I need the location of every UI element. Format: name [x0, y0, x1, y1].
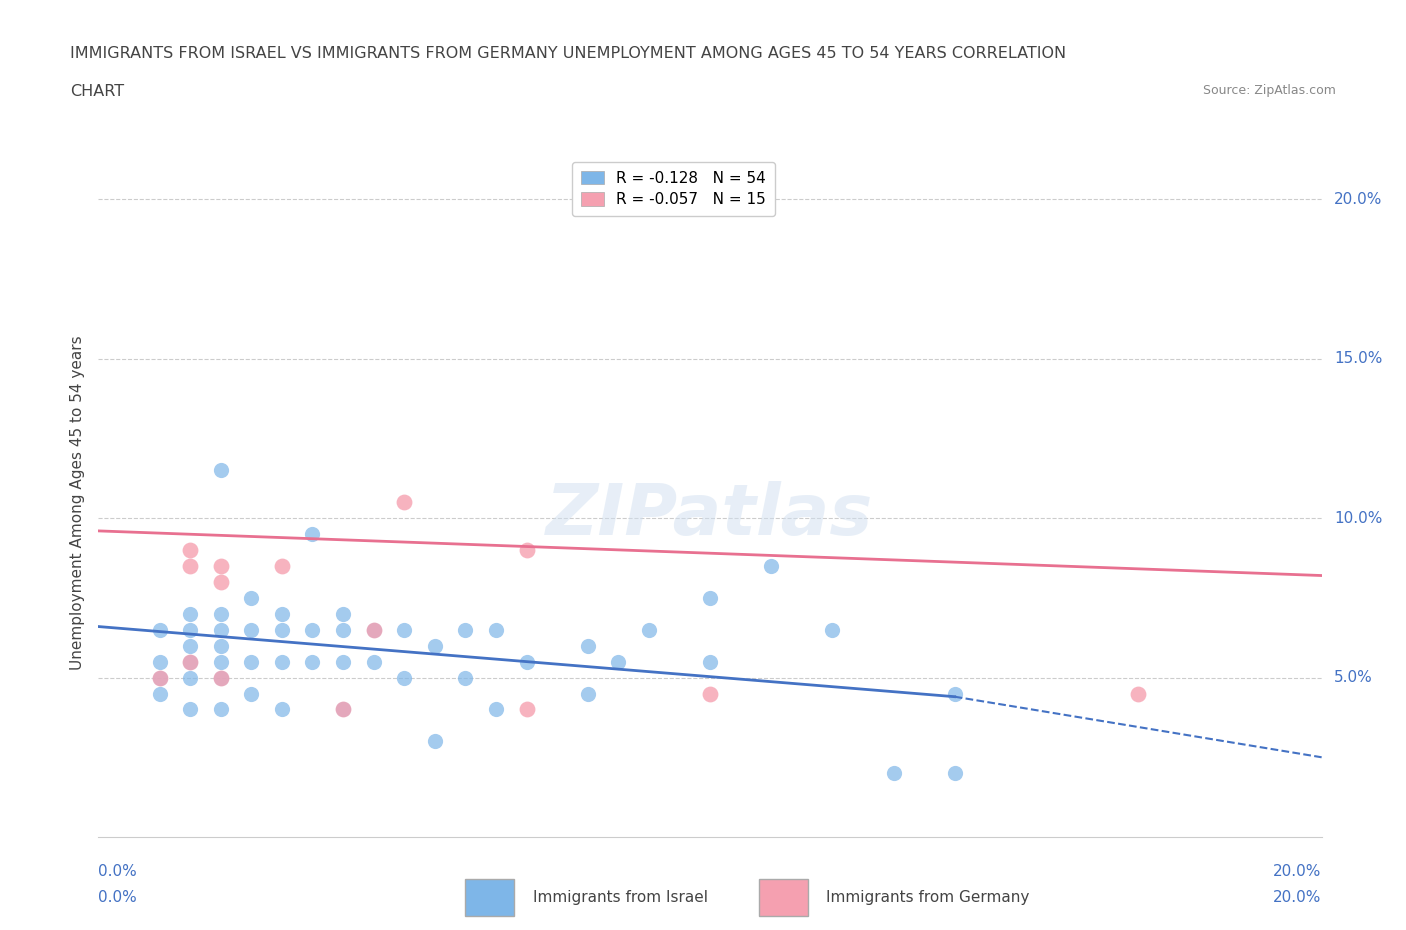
Text: IMMIGRANTS FROM ISRAEL VS IMMIGRANTS FROM GERMANY UNEMPLOYMENT AMONG AGES 45 TO : IMMIGRANTS FROM ISRAEL VS IMMIGRANTS FRO…: [70, 46, 1066, 61]
Text: 5.0%: 5.0%: [1334, 671, 1372, 685]
Point: [179, 542, 201, 557]
Point: [392, 495, 416, 510]
Point: [149, 654, 172, 669]
Point: [485, 702, 508, 717]
Point: [270, 606, 292, 621]
Point: [209, 654, 232, 669]
Text: 20.0%: 20.0%: [1274, 864, 1322, 879]
Point: [179, 606, 201, 621]
Point: [209, 702, 232, 717]
Point: [576, 686, 599, 701]
Point: [149, 671, 172, 685]
Point: [392, 622, 416, 637]
Point: [363, 654, 385, 669]
Text: 0.0%: 0.0%: [98, 890, 138, 905]
Point: [516, 702, 538, 717]
Point: [240, 654, 263, 669]
Text: 15.0%: 15.0%: [1334, 352, 1382, 366]
Text: 0.0%: 0.0%: [98, 864, 138, 879]
Point: [209, 622, 232, 637]
Point: [179, 654, 201, 669]
Point: [179, 671, 201, 685]
Point: [332, 622, 354, 637]
Point: [576, 638, 599, 653]
Point: [699, 686, 721, 701]
Point: [149, 622, 172, 637]
Point: [179, 622, 201, 637]
Text: 10.0%: 10.0%: [1334, 511, 1382, 525]
Point: [454, 671, 477, 685]
Point: [883, 765, 905, 780]
Point: [209, 559, 232, 574]
Text: Immigrants from Germany: Immigrants from Germany: [827, 890, 1029, 905]
Point: [332, 702, 354, 717]
Point: [270, 559, 292, 574]
Point: [209, 638, 232, 653]
Point: [240, 622, 263, 637]
Text: ZIPatlas: ZIPatlas: [547, 481, 873, 550]
Point: [607, 654, 630, 669]
Point: [332, 702, 354, 717]
Point: [240, 591, 263, 605]
Point: [699, 591, 721, 605]
Point: [270, 702, 292, 717]
Point: [363, 622, 385, 637]
Point: [179, 702, 201, 717]
Text: 20.0%: 20.0%: [1274, 890, 1322, 905]
Point: [943, 686, 966, 701]
Text: 20.0%: 20.0%: [1334, 192, 1382, 206]
Point: [637, 622, 661, 637]
Point: [209, 671, 232, 685]
Text: CHART: CHART: [70, 84, 124, 99]
Point: [149, 686, 172, 701]
Point: [270, 622, 292, 637]
Point: [301, 526, 323, 541]
Point: [179, 559, 201, 574]
Text: Immigrants from Israel: Immigrants from Israel: [533, 890, 707, 905]
Point: [423, 638, 446, 653]
Point: [301, 622, 323, 637]
Point: [332, 606, 354, 621]
Point: [392, 671, 416, 685]
Point: [363, 622, 385, 637]
Point: [485, 622, 508, 637]
Point: [209, 606, 232, 621]
Point: [209, 671, 232, 685]
Point: [209, 463, 232, 478]
Point: [516, 542, 538, 557]
Point: [179, 638, 201, 653]
FancyBboxPatch shape: [759, 879, 808, 916]
Point: [179, 654, 201, 669]
Point: [943, 765, 966, 780]
Point: [516, 654, 538, 669]
Point: [821, 622, 844, 637]
Point: [332, 654, 354, 669]
Point: [699, 654, 721, 669]
FancyBboxPatch shape: [465, 879, 515, 916]
Y-axis label: Unemployment Among Ages 45 to 54 years: Unemployment Among Ages 45 to 54 years: [69, 335, 84, 670]
Point: [454, 622, 477, 637]
Text: Source: ZipAtlas.com: Source: ZipAtlas.com: [1202, 84, 1336, 97]
Point: [301, 654, 323, 669]
Point: [759, 559, 782, 574]
Point: [270, 654, 292, 669]
Point: [209, 575, 232, 590]
Point: [149, 671, 172, 685]
Legend: R = -0.128   N = 54, R = -0.057   N = 15: R = -0.128 N = 54, R = -0.057 N = 15: [572, 162, 775, 217]
Point: [1128, 686, 1150, 701]
Point: [423, 734, 446, 749]
Point: [240, 686, 263, 701]
